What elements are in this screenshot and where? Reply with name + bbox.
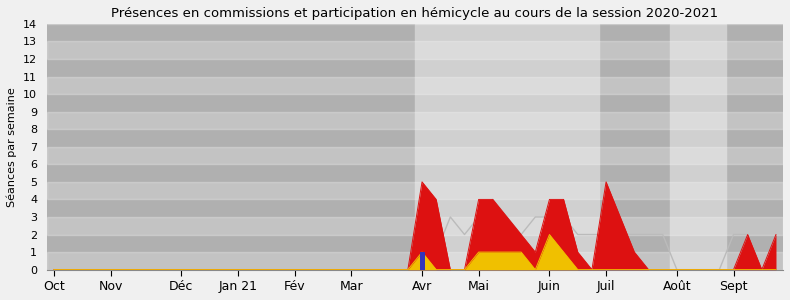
Bar — [47, 217, 783, 235]
Bar — [47, 24, 415, 270]
Bar — [47, 41, 783, 59]
Bar — [47, 182, 783, 200]
Bar — [47, 129, 783, 147]
Bar — [47, 235, 783, 252]
Bar — [47, 252, 783, 270]
Bar — [47, 24, 783, 41]
Bar — [47, 6, 783, 24]
Bar — [47, 112, 783, 129]
Bar — [47, 94, 783, 112]
Bar — [419, 252, 424, 270]
Y-axis label: Séances par semaine: Séances par semaine — [7, 87, 17, 207]
Bar — [47, 41, 783, 59]
Bar — [47, 164, 783, 182]
Bar — [47, 217, 783, 235]
Bar — [47, 24, 783, 41]
Bar — [415, 24, 599, 270]
Bar — [47, 252, 783, 270]
Bar — [670, 24, 727, 270]
Bar — [727, 24, 783, 270]
Bar — [47, 182, 783, 200]
Bar — [47, 164, 783, 182]
Bar — [47, 94, 783, 112]
Bar — [47, 76, 783, 94]
Bar — [47, 147, 783, 164]
Bar — [599, 24, 670, 270]
Bar — [47, 147, 783, 164]
Bar — [47, 59, 783, 76]
Bar — [47, 6, 783, 24]
Bar — [47, 129, 783, 147]
Bar — [47, 76, 783, 94]
Bar — [47, 200, 783, 217]
Bar — [47, 235, 783, 252]
Bar — [47, 112, 783, 129]
Title: Présences en commissions et participation en hémicycle au cours de la session 20: Présences en commissions et participatio… — [111, 7, 719, 20]
Bar — [47, 200, 783, 217]
Bar — [47, 59, 783, 76]
